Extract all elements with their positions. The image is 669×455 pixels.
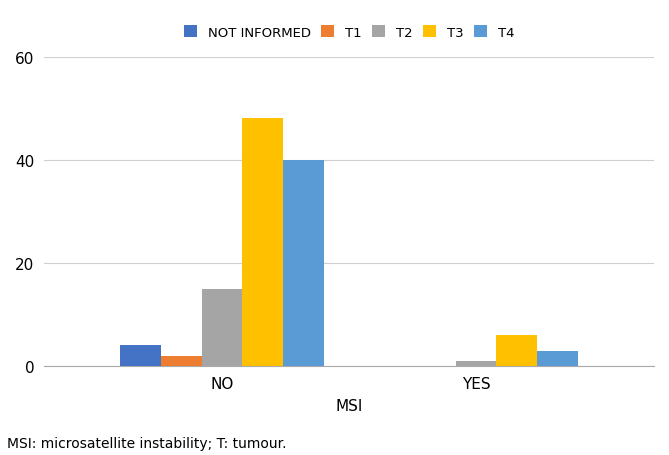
Bar [456, 361, 496, 366]
Legend: NOT INFORMED, T1, T2, T3, T4: NOT INFORMED, T1, T2, T3, T4 [179, 21, 520, 45]
X-axis label: MSI: MSI [335, 398, 363, 413]
Bar [201, 289, 242, 366]
Bar [242, 119, 283, 366]
Bar [496, 335, 537, 366]
Bar [283, 160, 324, 366]
Bar [161, 356, 201, 366]
Bar [120, 346, 161, 366]
Text: MSI: microsatellite instability; T: tumour.: MSI: microsatellite instability; T: tumo… [7, 436, 286, 450]
Bar [537, 351, 578, 366]
